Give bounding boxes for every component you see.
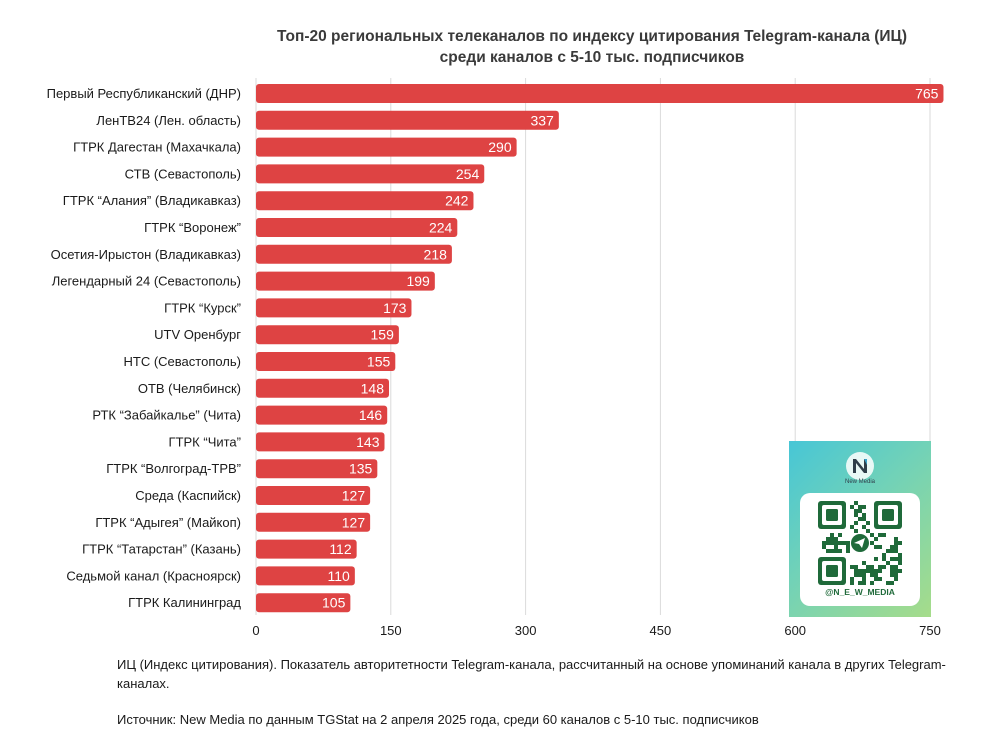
x-axis-ticks: 0 150 300 450 600 750 [252, 623, 940, 638]
qr-card: New Media @N_E_W_MEDIA [789, 441, 931, 617]
x-tick-label: 150 [380, 623, 402, 638]
bar [256, 137, 517, 157]
x-tick-label: 600 [784, 623, 806, 638]
bar [256, 566, 355, 586]
value-labels: 765 337 290 254 242 224 218 199 173 159 155 148 146 1… [322, 86, 939, 611]
value-label: 224 [429, 220, 453, 236]
category-labels: Первый Республиканский (ДНР) ЛенТВ24 (Лен… [47, 86, 242, 610]
value-label: 127 [342, 488, 366, 504]
value-label: 112 [329, 541, 352, 557]
x-tick-label: 450 [650, 623, 672, 638]
qr-inner-card: @N_E_W_MEDIA [800, 493, 920, 606]
chart-title-line-2: среди каналов с 5-10 тыс. подписчиков [439, 49, 745, 66]
category-label: РТК “Забайкалье” (Чита) [92, 408, 241, 423]
value-label: 337 [530, 112, 554, 128]
category-label: ГТРК “Воронеж” [144, 220, 241, 235]
value-label: 159 [371, 327, 395, 343]
category-label: ГТРК “Адыгея” (Майкоп) [95, 515, 241, 530]
bar [256, 512, 371, 532]
bar [256, 593, 351, 613]
value-label: 105 [322, 595, 346, 611]
category-label: ГТРК “Волгоград-ТРВ” [106, 461, 241, 476]
category-label: СТВ (Севастополь) [125, 166, 241, 181]
value-label: 148 [361, 380, 385, 396]
value-label: 155 [367, 354, 391, 370]
bar [256, 298, 412, 318]
bar-chart: Первый Республиканский (ДНР) ЛенТВ24 (Лен… [47, 78, 944, 638]
category-label: Первый Республиканский (ДНР) [47, 86, 241, 101]
category-label: ОТВ (Челябинск) [138, 381, 241, 396]
category-label: НТС (Севастополь) [124, 354, 241, 369]
x-tick-label: 0 [252, 623, 259, 638]
value-label: 199 [406, 273, 430, 289]
category-label: ГТРК “Чита” [169, 434, 241, 449]
source-note: Источник: New Media по данным TGStat на … [117, 712, 759, 727]
qr-code-icon[interactable] [818, 501, 902, 585]
bar [256, 352, 396, 371]
category-label: ГТРК “Алания” (Владикавказ) [63, 193, 241, 208]
bar [256, 271, 435, 291]
bar [256, 378, 390, 398]
value-label: 110 [328, 568, 351, 584]
footnote: ИЦ (Индекс цитирования). Показатель авто… [117, 657, 946, 691]
new-media-logo-icon [846, 452, 874, 480]
category-label: ГТРК Калининград [128, 595, 241, 610]
bar [256, 459, 378, 479]
bar [256, 164, 485, 184]
x-tick-label: 750 [919, 623, 941, 638]
category-label: Седьмой канал (Красноярск) [66, 568, 241, 583]
category-label: Легендарный 24 (Севастополь) [52, 274, 241, 289]
category-label: ГТРК “Курск” [164, 300, 241, 315]
category-label: Осетия-Ирыстон (Владикавказ) [51, 247, 241, 262]
value-label: 242 [445, 193, 469, 209]
value-label: 127 [342, 514, 366, 530]
value-label: 173 [383, 300, 407, 316]
category-label: ГТРК Дагестан (Махачкала) [73, 140, 241, 155]
bar [256, 325, 399, 345]
chart-title: Топ-20 региональных телеканалов по индек… [230, 26, 954, 68]
logo-text: New Media [844, 479, 875, 485]
bar [256, 432, 385, 452]
bar [256, 218, 458, 237]
category-label: UTV Оренбург [154, 327, 241, 342]
value-label: 290 [488, 139, 512, 155]
bar [256, 244, 452, 264]
value-label: 218 [424, 246, 448, 262]
value-label: 254 [456, 166, 480, 182]
bar [256, 84, 944, 103]
bar [256, 110, 559, 130]
x-tick-label: 300 [515, 623, 537, 638]
value-label: 135 [349, 461, 373, 477]
category-label: ЛенТВ24 (Лен. область) [96, 113, 241, 128]
bar [256, 191, 474, 211]
category-label: ГТРК “Татарстан” (Казань) [82, 542, 241, 557]
chart-title-line-1: Топ-20 региональных телеканалов по индек… [277, 28, 907, 45]
bar [256, 539, 357, 559]
channel-handle: @N_E_W_MEDIA [825, 587, 895, 597]
bars [256, 84, 944, 613]
value-label: 765 [915, 86, 939, 102]
value-label: 143 [356, 434, 380, 450]
category-label: Среда (Каспийск) [135, 488, 241, 503]
bar [256, 486, 371, 505]
value-label: 146 [359, 407, 383, 423]
bar [256, 405, 388, 425]
